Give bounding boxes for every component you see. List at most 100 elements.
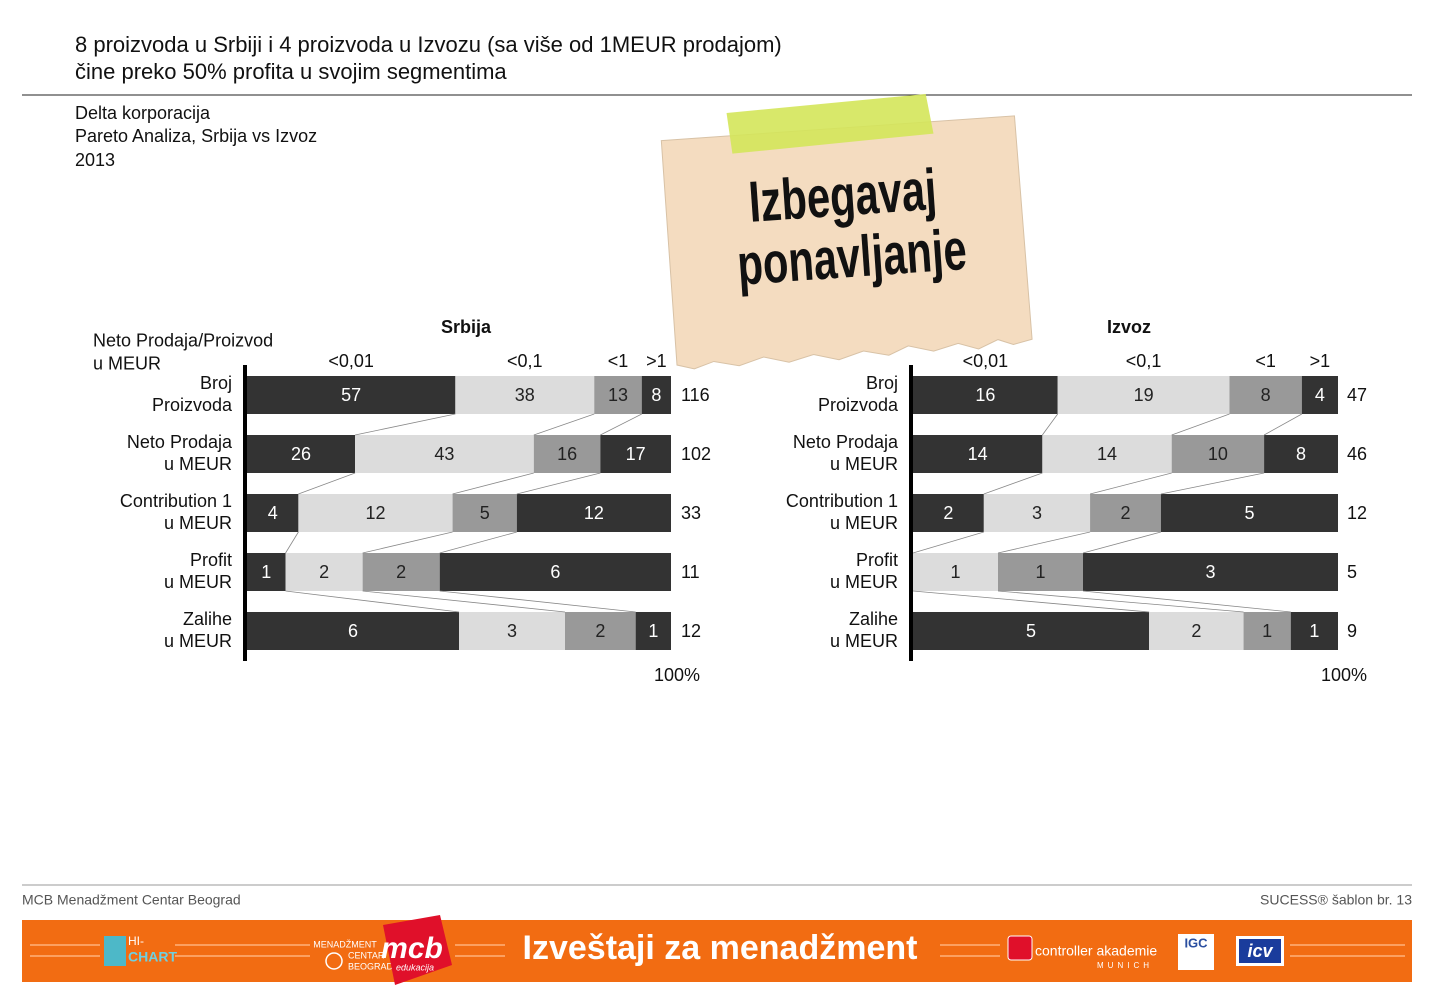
connector — [362, 531, 453, 554]
category-label: Neto Prodaja u MEUR — [127, 432, 233, 474]
bar-segment — [1160, 494, 1338, 532]
note-paper — [660, 115, 1033, 370]
value-label: 57 — [341, 385, 361, 405]
value-label: 17 — [626, 444, 646, 464]
connector — [285, 531, 299, 554]
connector — [912, 531, 984, 554]
bar-segment — [533, 435, 601, 473]
bar-segment — [600, 435, 671, 473]
value-label: 3 — [507, 621, 517, 641]
value-label: 5 — [480, 503, 490, 523]
bar-segment — [594, 376, 642, 414]
logo-box — [1178, 934, 1214, 970]
bar-segment — [641, 376, 671, 414]
connector — [997, 590, 1244, 613]
value-label: 3 — [1032, 503, 1042, 523]
x-tick-label: 100% — [654, 665, 700, 685]
category-label: Profit u MEUR — [830, 550, 898, 592]
bar-segment — [913, 494, 984, 532]
value-label: 2 — [319, 562, 329, 582]
bar-segment — [247, 553, 286, 591]
bar-segment — [285, 553, 363, 591]
footer-right: SUCESS® šablon br. 13 — [1260, 892, 1412, 908]
bar-segment — [516, 494, 671, 532]
logo-text: CHART — [128, 949, 177, 965]
value-label: 3 — [1205, 562, 1215, 582]
bar-segment — [1090, 494, 1161, 532]
connector — [600, 413, 642, 436]
value-label: 16 — [557, 444, 577, 464]
connector — [285, 590, 460, 613]
bar-segment — [913, 612, 1150, 650]
row-total: 5 — [1347, 562, 1357, 582]
connector — [354, 413, 456, 436]
value-label: 5 — [1026, 621, 1036, 641]
row-total: 116 — [681, 385, 710, 405]
value-label: 1 — [1262, 621, 1272, 641]
connector — [439, 531, 517, 554]
category-label: Profit u MEUR — [164, 550, 232, 592]
footer-left: MCB Menadžment Centar Beograd — [22, 892, 241, 908]
logo-box — [1239, 939, 1281, 963]
value-label: 4 — [1315, 385, 1325, 405]
value-label: 8 — [1296, 444, 1306, 464]
category-label: Broj Proizvoda — [818, 373, 899, 415]
bar-segment — [247, 494, 299, 532]
logo-text: edukacija — [396, 962, 434, 972]
value-label: 16 — [975, 385, 995, 405]
mcb-badge — [383, 915, 452, 985]
category-label: Zalihe u MEUR — [164, 609, 232, 651]
bar-segment — [1042, 435, 1172, 473]
value-label: 14 — [968, 444, 988, 464]
value-label: 1 — [950, 562, 960, 582]
value-label: 8 — [1261, 385, 1271, 405]
connector — [1263, 413, 1303, 436]
legend-label: <0,01 — [328, 351, 374, 371]
banner-title: Izveštaji za menadžment — [523, 929, 918, 967]
legend-label: <0,1 — [507, 351, 543, 371]
bar-segment — [1171, 435, 1265, 473]
logo-text: MUNICH — [1097, 961, 1153, 970]
connector — [516, 472, 601, 495]
title-line: 8 proizvoda u Srbiji i 4 proizvoda u Izv… — [75, 32, 782, 57]
connector — [1089, 472, 1172, 495]
value-label: 6 — [348, 621, 358, 641]
bar-segment — [1243, 612, 1291, 650]
value-label: 12 — [584, 503, 604, 523]
connector — [1171, 413, 1230, 436]
value-label: 2 — [1191, 621, 1201, 641]
value-label: 13 — [608, 385, 628, 405]
chart-title: Izvoz — [1107, 317, 1151, 337]
bar-segment — [455, 376, 595, 414]
value-label: 38 — [515, 385, 535, 405]
value-label: 2 — [595, 621, 605, 641]
bar-segment — [298, 494, 453, 532]
value-label: 1 — [1309, 621, 1319, 641]
value-label: 2 — [943, 503, 953, 523]
value-label: 19 — [1134, 385, 1154, 405]
value-label: 1 — [1035, 562, 1045, 582]
connector — [1042, 413, 1059, 436]
sticky-note: Izbegavaj ponavljanje — [660, 94, 1033, 370]
connector — [997, 531, 1091, 554]
bar-segment — [913, 435, 1043, 473]
bar-segment — [635, 612, 671, 650]
value-label: 1 — [261, 562, 271, 582]
bar-segment — [1149, 612, 1244, 650]
connector — [452, 472, 534, 495]
legend-label: >1 — [1310, 351, 1331, 371]
logo-text: IGC — [1184, 935, 1208, 950]
value-label: 5 — [1244, 503, 1254, 523]
connector — [439, 590, 636, 613]
x-tick-label: 100% — [1321, 665, 1367, 685]
row-total: 9 — [1347, 621, 1357, 641]
bar-segment — [1083, 553, 1338, 591]
bar-segment — [1229, 376, 1302, 414]
bar-segment — [362, 553, 440, 591]
row-total: 33 — [681, 503, 701, 523]
value-label: 12 — [365, 503, 385, 523]
connector — [1160, 472, 1265, 495]
